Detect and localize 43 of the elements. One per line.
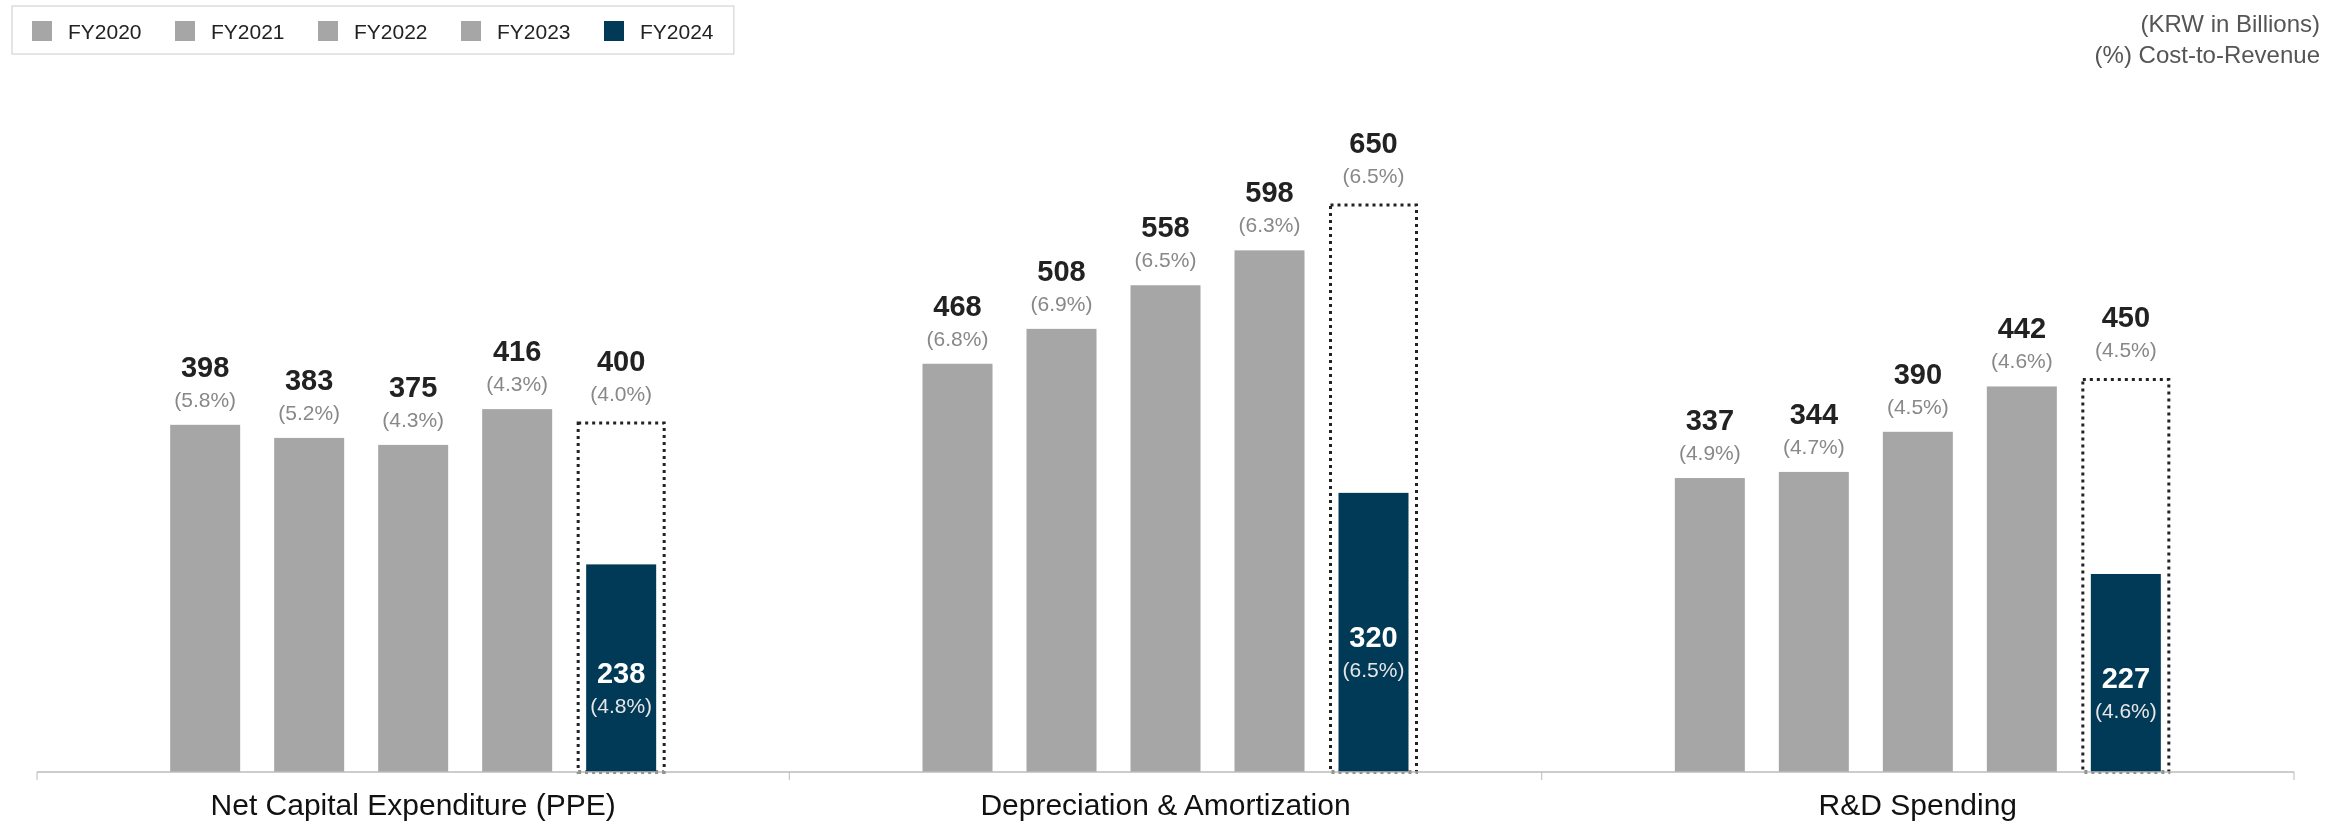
data-label: 238 (4.8%) [590, 657, 653, 718]
text: (%) Cost-to-Revenue [2094, 41, 2320, 68]
bar [482, 409, 553, 772]
data-label: 650 (6.5%) [1342, 127, 1405, 187]
bar [1778, 471, 1849, 772]
data-label: 416 (4.3%) [486, 335, 549, 396]
data-label: 398 (5.8%) [174, 350, 237, 411]
bar [586, 564, 657, 772]
bar [922, 363, 993, 772]
legend-label: FY2023 [497, 20, 571, 43]
bar [1674, 478, 1745, 772]
data-label: 450 (4.5%) [2094, 301, 2157, 362]
legend-label: FY2022 [354, 20, 428, 43]
bar [274, 437, 345, 772]
bar [170, 424, 241, 772]
data-label: 598 (6.3%) [1238, 176, 1301, 237]
bar [1234, 250, 1305, 772]
data-label: 320 (6.5%) [1342, 621, 1405, 682]
legend-label: FY2020 [68, 20, 142, 43]
data-label: 442 (4.6%) [1990, 312, 2053, 373]
x-tick-label: Depreciation & Amortization [980, 788, 1351, 821]
data-label: 344 (4.7%) [1782, 397, 1845, 458]
data-label: 375 (4.3%) [382, 370, 445, 431]
legend-label: FY2021 [211, 20, 285, 43]
data-label: 400 (4.0%) [590, 345, 653, 406]
data-label: 558 (6.5%) [1134, 211, 1197, 272]
data-label: 390 (4.5%) [1886, 357, 1949, 418]
data-label: 383 (5.2%) [278, 363, 341, 424]
data-label: 508 (6.9%) [1030, 254, 1093, 315]
bar [1986, 386, 2057, 772]
bar [1130, 285, 1201, 772]
bar [1882, 431, 1953, 772]
bar [2090, 573, 2161, 772]
bar [378, 444, 449, 772]
text: (KRW in Billions) [2140, 10, 2320, 37]
data-label: 468 (6.8%) [926, 289, 989, 350]
legend-label: FY2024 [640, 20, 714, 43]
bar [1338, 492, 1409, 772]
data-label: 227 (4.6%) [2094, 661, 2157, 722]
bar [1026, 328, 1097, 772]
x-tick-label: R&D Spending [1818, 788, 2018, 821]
data-label: 337 (4.9%) [1678, 404, 1741, 465]
x-tick-label: Net Capital Expenditure (PPE) [210, 788, 616, 821]
